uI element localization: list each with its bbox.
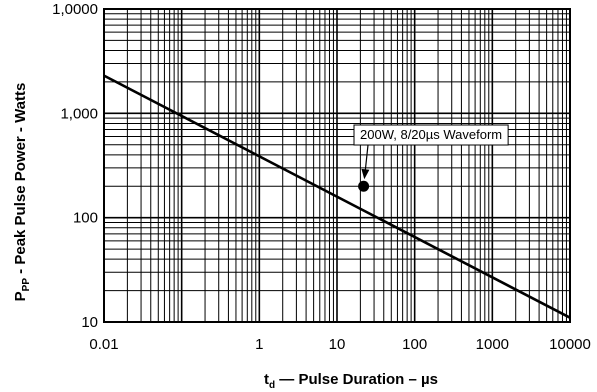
x-tick-label: 100 (402, 336, 427, 353)
x-axis-text: — Pulse Duration – µs (275, 371, 438, 388)
y-axis-subscript: PP (21, 278, 32, 292)
y-axis-symbol: P (12, 291, 29, 301)
x-tick-labels: 0.01 1 10 100 1000 10000 (89, 336, 590, 353)
x-tick-label: 0.01 (89, 336, 118, 353)
annotation-point (358, 180, 370, 192)
series-layer (103, 74, 571, 319)
x-tick-label: 1 (255, 336, 263, 353)
plot-frame (103, 8, 571, 323)
annotation-box (353, 124, 509, 146)
annotation-layer: 200W, 8/20µs Waveform (353, 124, 509, 192)
x-axis-subscript: d (269, 380, 275, 391)
series-line (103, 74, 571, 319)
y-axis-title: PPP - Peak Pulse Power - Watts (12, 83, 32, 302)
annotation-arrow (364, 144, 369, 172)
y-tick-label: 1,0000 (52, 1, 98, 18)
y-tick-label: 1,000 (60, 105, 98, 122)
annotation-label: 200W, 8/20µs Waveform (360, 127, 502, 142)
y-tick-labels: 10 100 1,000 1,0000 (52, 1, 98, 331)
x-axis-symbol: t (264, 371, 269, 388)
y-tick-label: 100 (73, 210, 98, 227)
y-axis-text: - Peak Pulse Power - Watts (12, 83, 29, 278)
x-tick-label: 10 (329, 336, 346, 353)
x-tick-label: 1000 (476, 336, 509, 353)
y-tick-label: 10 (81, 314, 98, 331)
x-axis-title: td — Pulse Duration – µs (264, 371, 438, 391)
annotation-arrowhead (361, 168, 370, 180)
x-tick-label: 10000 (549, 336, 591, 353)
